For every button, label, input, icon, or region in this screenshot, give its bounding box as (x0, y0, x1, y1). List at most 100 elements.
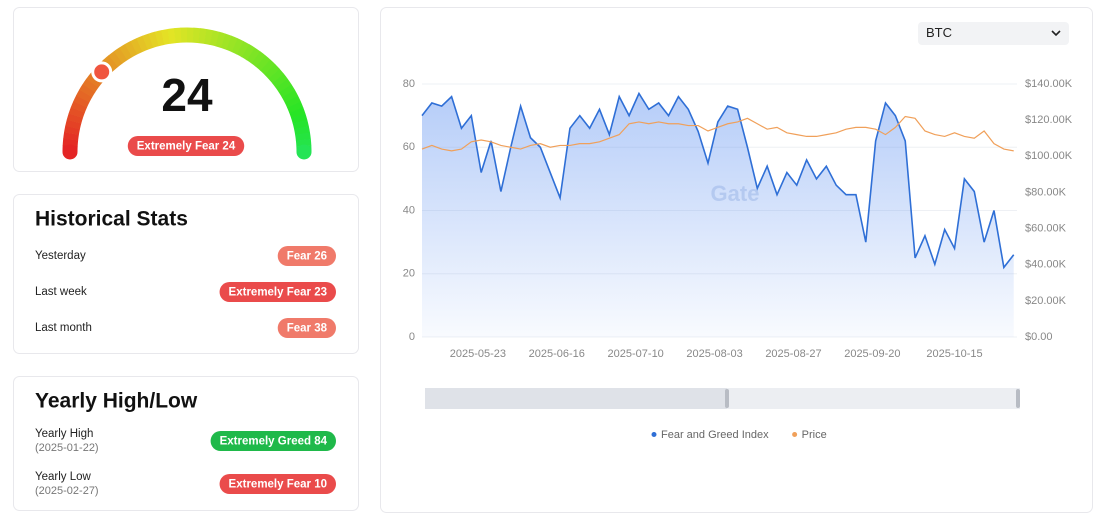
gauge-arc (109, 61, 114, 65)
gauge-arc (123, 51, 128, 54)
gauge-arc (229, 43, 235, 45)
gauge-arc (145, 41, 151, 43)
gauge-arc (163, 36, 169, 37)
gauge-pointer (93, 63, 111, 81)
x-tick-label: 2025-10-15 (926, 348, 982, 360)
x-tick-label: 2025-06-16 (529, 348, 585, 360)
x-tick-label: 2025-05-23 (450, 348, 506, 360)
x-tick-label: 2025-09-20 (844, 348, 900, 360)
y2-tick-label: $80.00K (1025, 186, 1067, 198)
badge-label: Fear 38 (287, 323, 328, 335)
gauge-arc (199, 36, 205, 37)
gauge-arc (86, 88, 89, 93)
gauge-arc (285, 88, 288, 93)
row-label: Last month (35, 322, 92, 334)
gauge-cap (297, 145, 312, 160)
badge-label: Extremely Greed 84 (220, 436, 328, 448)
gauge-arc (251, 54, 256, 58)
navigator-handle[interactable] (725, 389, 729, 408)
row-label: Yesterday (35, 250, 86, 262)
legend-label: Price (802, 429, 827, 441)
gauge-arc (193, 35, 199, 36)
badge-label: Fear 26 (287, 251, 327, 263)
badge-label: Extremely Fear 23 (229, 287, 327, 299)
gauge-arc (73, 121, 75, 127)
row-label: Yearly High (35, 428, 93, 440)
dropdown-label[interactable]: BTC (926, 25, 952, 40)
navigator-handle[interactable] (1016, 389, 1020, 408)
card-title: Yearly High/Low (35, 390, 198, 413)
gauge-arc (246, 51, 251, 54)
gauge-arc (205, 36, 211, 37)
y2-tick-label: $20.00K (1025, 295, 1067, 307)
badge-label: Extremely Fear 10 (229, 479, 327, 491)
gauge-arc (76, 110, 78, 116)
y2-tick-label: $140.00K (1025, 78, 1073, 90)
badge-label: Extremely Fear 24 (137, 141, 236, 153)
gauge-arc (211, 38, 217, 40)
gauge-arc (261, 61, 266, 65)
gauge-arc (71, 133, 72, 139)
gauge-cap (63, 145, 78, 160)
gauge-arc (278, 78, 282, 83)
gauge-arc (240, 48, 246, 51)
gauge-arc (303, 134, 304, 140)
y-tick-label: 0 (409, 331, 415, 343)
gauge-arc (80, 99, 83, 105)
y2-tick-label: $0.00 (1025, 331, 1053, 343)
gauge-arc (134, 45, 140, 48)
gauge-arc (118, 54, 123, 58)
gauge-arc (223, 41, 229, 43)
row-label: Yearly Low (35, 471, 92, 483)
x-tick-label: 2025-08-03 (686, 348, 742, 360)
gauge-arc (296, 110, 298, 116)
gauge-value: 24 (161, 69, 213, 121)
gauge-arc (113, 57, 118, 61)
gauge-arc (282, 83, 286, 88)
gauge-arc (89, 83, 93, 88)
gauge-arc (129, 48, 135, 51)
gauge-arc (151, 39, 157, 41)
x-tick-label: 2025-07-10 (608, 348, 664, 360)
gauge-arc (270, 69, 274, 74)
y-tick-label: 20 (403, 268, 415, 280)
y2-tick-label: $40.00K (1025, 259, 1067, 271)
gauge-arc (274, 74, 278, 79)
y-tick-label: 80 (403, 78, 415, 90)
row-date: (2025-02-27) (35, 485, 99, 497)
gauge-arc (288, 94, 291, 100)
legend-marker (652, 432, 657, 437)
y2-tick-label: $60.00K (1025, 222, 1067, 234)
legend-marker (792, 432, 797, 437)
gauge-arc (71, 127, 72, 133)
gauge-arc (157, 37, 163, 38)
gauge-arc (169, 36, 175, 37)
gauge-arc (294, 104, 296, 110)
gauge-arc (235, 45, 241, 48)
dropdown[interactable]: BTC (918, 22, 1069, 45)
gauge-arc (298, 116, 300, 122)
gauge-arc (139, 43, 145, 45)
gauge-arc (83, 93, 86, 99)
row-label: Last week (35, 286, 87, 298)
y-tick-label: 60 (403, 141, 415, 153)
x-tick-label: 2025-08-27 (765, 348, 821, 360)
gauge-arc (301, 128, 302, 134)
gauge-arc (74, 116, 76, 122)
gauge-arc (265, 65, 270, 69)
gauge-arc (256, 57, 261, 61)
navigator-mask (425, 388, 727, 409)
y2-tick-label: $120.00K (1025, 114, 1073, 126)
gauge-arc (300, 122, 301, 128)
gauge-arc (291, 99, 294, 105)
y2-tick-label: $100.00K (1025, 150, 1073, 162)
gauge-arc (217, 39, 223, 41)
legend-label: Fear and Greed Index (661, 429, 769, 441)
navigator (425, 388, 1020, 409)
row-date: (2025-01-22) (35, 442, 99, 454)
gauge-arc (78, 104, 80, 110)
card-title: Historical Stats (35, 208, 188, 231)
y-tick-label: 40 (403, 204, 415, 216)
